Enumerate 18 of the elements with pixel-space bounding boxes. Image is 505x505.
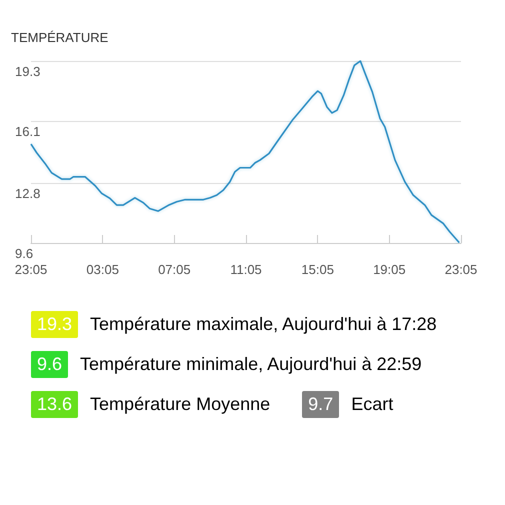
y-tick-label: 19.3 xyxy=(15,64,40,79)
y-tick-label: 12.8 xyxy=(15,186,40,201)
text: Température maximale, Aujourd'hui à 17:28 xyxy=(90,314,437,334)
text: Ecart xyxy=(351,394,394,414)
y-tick-label: 9.6 xyxy=(15,246,34,261)
x-tick-label: 03:05 xyxy=(86,262,119,277)
y-tick-label: 16.1 xyxy=(15,124,40,140)
x-tick-label: 19:05 xyxy=(373,262,406,277)
chart-title: TEMPÉRATURE xyxy=(11,30,109,45)
text: 9.7 xyxy=(302,390,340,418)
text: 13.6 xyxy=(31,390,78,418)
x-tick-label: 23:05 xyxy=(444,262,478,277)
x-tick-label: 11:05 xyxy=(230,262,262,277)
text: Température Moyenne xyxy=(90,394,270,414)
x-tick-label: 23:05 xyxy=(14,262,48,277)
text: Température minimale, Aujourd'hui à 22:59 xyxy=(80,354,422,374)
x-tick-label: 15:05 xyxy=(301,262,334,277)
x-tick-label: 07:05 xyxy=(158,262,191,277)
